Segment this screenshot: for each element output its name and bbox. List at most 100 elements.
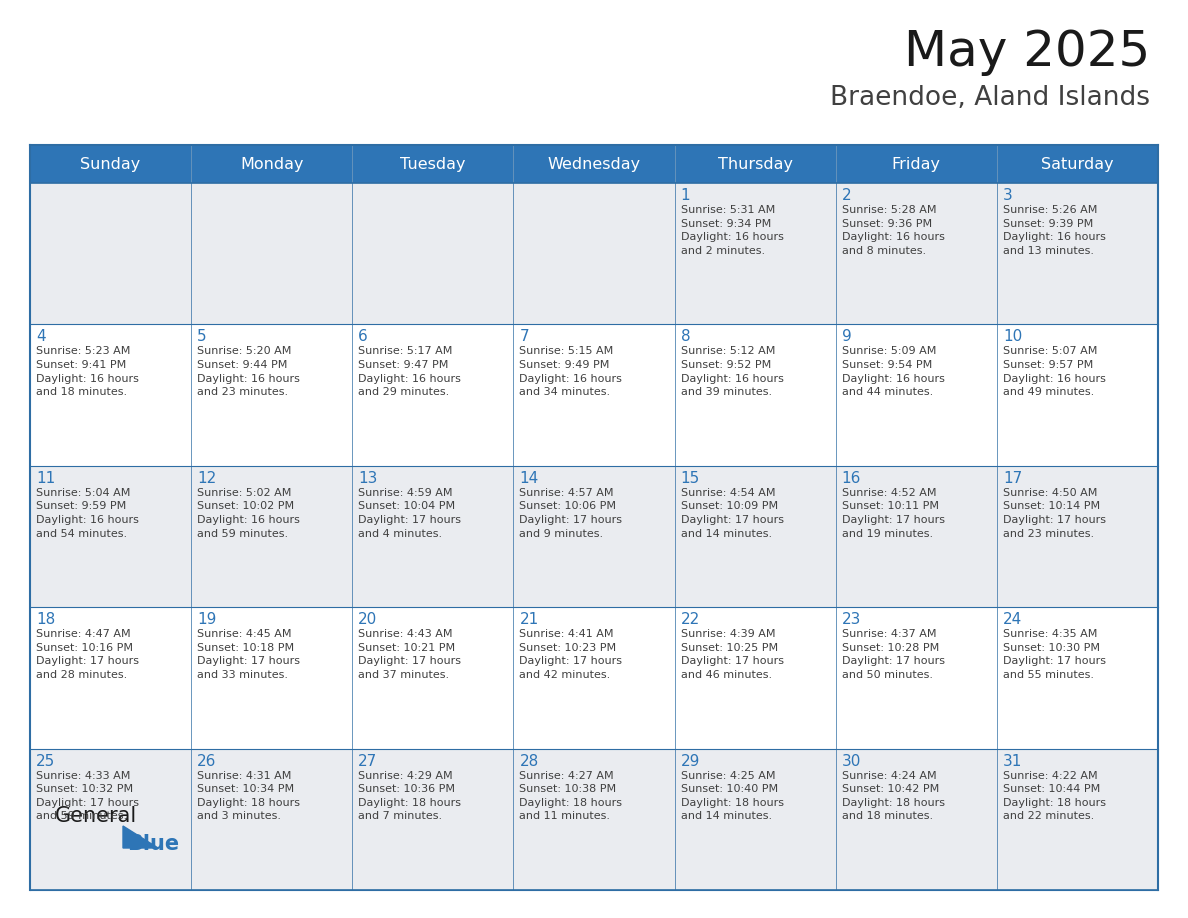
Text: Sunrise: 4:45 AM
Sunset: 10:18 PM
Daylight: 17 hours
and 33 minutes.: Sunrise: 4:45 AM Sunset: 10:18 PM Daylig… [197, 629, 301, 680]
Bar [191, 465, 353, 607]
Bar [835, 748, 997, 890]
Text: 19: 19 [197, 612, 216, 627]
Bar [513, 607, 675, 748]
Text: 13: 13 [359, 471, 378, 486]
Bar [835, 145, 997, 183]
Text: Sunrise: 5:31 AM
Sunset: 9:34 PM
Daylight: 16 hours
and 2 minutes.: Sunrise: 5:31 AM Sunset: 9:34 PM Dayligh… [681, 205, 783, 256]
Bar [353, 145, 513, 183]
Bar [675, 324, 835, 465]
Text: 25: 25 [36, 754, 56, 768]
Text: 5: 5 [197, 330, 207, 344]
Text: 12: 12 [197, 471, 216, 486]
Text: 28: 28 [519, 754, 538, 768]
Text: Sunrise: 4:57 AM
Sunset: 10:06 PM
Daylight: 17 hours
and 9 minutes.: Sunrise: 4:57 AM Sunset: 10:06 PM Daylig… [519, 487, 623, 539]
Text: Sunrise: 5:09 AM
Sunset: 9:54 PM
Daylight: 16 hours
and 44 minutes.: Sunrise: 5:09 AM Sunset: 9:54 PM Dayligh… [842, 346, 944, 397]
Text: 14: 14 [519, 471, 538, 486]
Text: Sunday: Sunday [81, 156, 140, 172]
Text: Sunrise: 4:25 AM
Sunset: 10:40 PM
Daylight: 18 hours
and 14 minutes.: Sunrise: 4:25 AM Sunset: 10:40 PM Daylig… [681, 770, 784, 822]
Text: Thursday: Thursday [718, 156, 792, 172]
Text: Sunrise: 5:02 AM
Sunset: 10:02 PM
Daylight: 16 hours
and 59 minutes.: Sunrise: 5:02 AM Sunset: 10:02 PM Daylig… [197, 487, 301, 539]
Text: Sunrise: 4:39 AM
Sunset: 10:25 PM
Daylight: 17 hours
and 46 minutes.: Sunrise: 4:39 AM Sunset: 10:25 PM Daylig… [681, 629, 784, 680]
Bar [997, 324, 1158, 465]
Bar [997, 183, 1158, 324]
Text: Monday: Monday [240, 156, 303, 172]
Bar [675, 465, 835, 607]
Text: 2: 2 [842, 188, 852, 203]
Text: 1: 1 [681, 188, 690, 203]
Bar [513, 183, 675, 324]
Text: 23: 23 [842, 612, 861, 627]
Text: 9: 9 [842, 330, 852, 344]
Text: Tuesday: Tuesday [400, 156, 466, 172]
Bar [997, 145, 1158, 183]
Text: 18: 18 [36, 612, 56, 627]
Text: Sunrise: 4:37 AM
Sunset: 10:28 PM
Daylight: 17 hours
and 50 minutes.: Sunrise: 4:37 AM Sunset: 10:28 PM Daylig… [842, 629, 944, 680]
Text: Sunrise: 4:35 AM
Sunset: 10:30 PM
Daylight: 17 hours
and 55 minutes.: Sunrise: 4:35 AM Sunset: 10:30 PM Daylig… [1003, 629, 1106, 680]
Text: Sunrise: 4:47 AM
Sunset: 10:16 PM
Daylight: 17 hours
and 28 minutes.: Sunrise: 4:47 AM Sunset: 10:16 PM Daylig… [36, 629, 139, 680]
Bar [191, 607, 353, 748]
Text: 16: 16 [842, 471, 861, 486]
Text: Saturday: Saturday [1041, 156, 1113, 172]
Bar [30, 607, 191, 748]
Bar [353, 607, 513, 748]
Text: 27: 27 [359, 754, 378, 768]
Polygon shape [124, 826, 158, 848]
Bar [30, 183, 191, 324]
Text: May 2025: May 2025 [904, 28, 1150, 76]
Text: Sunrise: 5:07 AM
Sunset: 9:57 PM
Daylight: 16 hours
and 49 minutes.: Sunrise: 5:07 AM Sunset: 9:57 PM Dayligh… [1003, 346, 1106, 397]
Bar [835, 183, 997, 324]
Bar [353, 748, 513, 890]
Text: Sunrise: 5:20 AM
Sunset: 9:44 PM
Daylight: 16 hours
and 23 minutes.: Sunrise: 5:20 AM Sunset: 9:44 PM Dayligh… [197, 346, 301, 397]
Bar [675, 183, 835, 324]
Bar [513, 145, 675, 183]
Bar [353, 183, 513, 324]
Bar [191, 324, 353, 465]
Bar [513, 324, 675, 465]
Text: Sunrise: 5:12 AM
Sunset: 9:52 PM
Daylight: 16 hours
and 39 minutes.: Sunrise: 5:12 AM Sunset: 9:52 PM Dayligh… [681, 346, 783, 397]
Text: Sunrise: 4:33 AM
Sunset: 10:32 PM
Daylight: 17 hours
and 59 minutes.: Sunrise: 4:33 AM Sunset: 10:32 PM Daylig… [36, 770, 139, 822]
Text: Sunrise: 4:41 AM
Sunset: 10:23 PM
Daylight: 17 hours
and 42 minutes.: Sunrise: 4:41 AM Sunset: 10:23 PM Daylig… [519, 629, 623, 680]
Bar [997, 465, 1158, 607]
Bar [835, 607, 997, 748]
Bar [513, 748, 675, 890]
Bar [675, 748, 835, 890]
Text: Sunrise: 5:23 AM
Sunset: 9:41 PM
Daylight: 16 hours
and 18 minutes.: Sunrise: 5:23 AM Sunset: 9:41 PM Dayligh… [36, 346, 139, 397]
Text: Sunrise: 5:15 AM
Sunset: 9:49 PM
Daylight: 16 hours
and 34 minutes.: Sunrise: 5:15 AM Sunset: 9:49 PM Dayligh… [519, 346, 623, 397]
Text: 7: 7 [519, 330, 529, 344]
Text: 11: 11 [36, 471, 56, 486]
Text: 30: 30 [842, 754, 861, 768]
Text: Sunrise: 5:26 AM
Sunset: 9:39 PM
Daylight: 16 hours
and 13 minutes.: Sunrise: 5:26 AM Sunset: 9:39 PM Dayligh… [1003, 205, 1106, 256]
Text: Sunrise: 4:22 AM
Sunset: 10:44 PM
Daylight: 18 hours
and 22 minutes.: Sunrise: 4:22 AM Sunset: 10:44 PM Daylig… [1003, 770, 1106, 822]
Text: Sunrise: 4:27 AM
Sunset: 10:38 PM
Daylight: 18 hours
and 11 minutes.: Sunrise: 4:27 AM Sunset: 10:38 PM Daylig… [519, 770, 623, 822]
Bar [353, 465, 513, 607]
Text: Braendoe, Aland Islands: Braendoe, Aland Islands [830, 85, 1150, 111]
Text: Friday: Friday [892, 156, 941, 172]
Text: Sunrise: 4:59 AM
Sunset: 10:04 PM
Daylight: 17 hours
and 4 minutes.: Sunrise: 4:59 AM Sunset: 10:04 PM Daylig… [359, 487, 461, 539]
Bar [30, 465, 191, 607]
Text: Sunrise: 4:54 AM
Sunset: 10:09 PM
Daylight: 17 hours
and 14 minutes.: Sunrise: 4:54 AM Sunset: 10:09 PM Daylig… [681, 487, 784, 539]
Bar [30, 145, 191, 183]
Bar [191, 183, 353, 324]
Text: 3: 3 [1003, 188, 1012, 203]
Bar [30, 324, 191, 465]
Bar [835, 465, 997, 607]
Text: Sunrise: 4:50 AM
Sunset: 10:14 PM
Daylight: 17 hours
and 23 minutes.: Sunrise: 4:50 AM Sunset: 10:14 PM Daylig… [1003, 487, 1106, 539]
Text: 26: 26 [197, 754, 216, 768]
Text: Sunrise: 4:29 AM
Sunset: 10:36 PM
Daylight: 18 hours
and 7 minutes.: Sunrise: 4:29 AM Sunset: 10:36 PM Daylig… [359, 770, 461, 822]
Text: 31: 31 [1003, 754, 1022, 768]
Text: 15: 15 [681, 471, 700, 486]
Bar [835, 324, 997, 465]
Text: 8: 8 [681, 330, 690, 344]
Bar [513, 465, 675, 607]
Bar [997, 748, 1158, 890]
Text: Sunrise: 5:28 AM
Sunset: 9:36 PM
Daylight: 16 hours
and 8 minutes.: Sunrise: 5:28 AM Sunset: 9:36 PM Dayligh… [842, 205, 944, 256]
Text: 24: 24 [1003, 612, 1022, 627]
Bar [353, 324, 513, 465]
Text: 22: 22 [681, 612, 700, 627]
Text: Sunrise: 5:17 AM
Sunset: 9:47 PM
Daylight: 16 hours
and 29 minutes.: Sunrise: 5:17 AM Sunset: 9:47 PM Dayligh… [359, 346, 461, 397]
Text: 17: 17 [1003, 471, 1022, 486]
Text: 29: 29 [681, 754, 700, 768]
Bar [191, 748, 353, 890]
Text: 4: 4 [36, 330, 45, 344]
Text: Sunrise: 5:04 AM
Sunset: 9:59 PM
Daylight: 16 hours
and 54 minutes.: Sunrise: 5:04 AM Sunset: 9:59 PM Dayligh… [36, 487, 139, 539]
